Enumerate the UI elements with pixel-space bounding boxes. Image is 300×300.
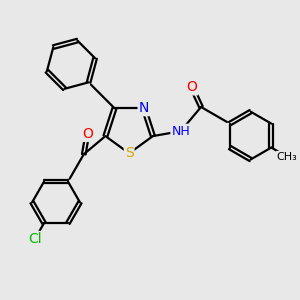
Text: O: O — [82, 127, 93, 141]
Text: CH₃: CH₃ — [277, 152, 298, 162]
Text: Cl: Cl — [28, 232, 42, 246]
Text: NH: NH — [171, 125, 190, 138]
Text: O: O — [187, 80, 197, 94]
Text: N: N — [139, 101, 149, 115]
Text: S: S — [125, 146, 134, 160]
